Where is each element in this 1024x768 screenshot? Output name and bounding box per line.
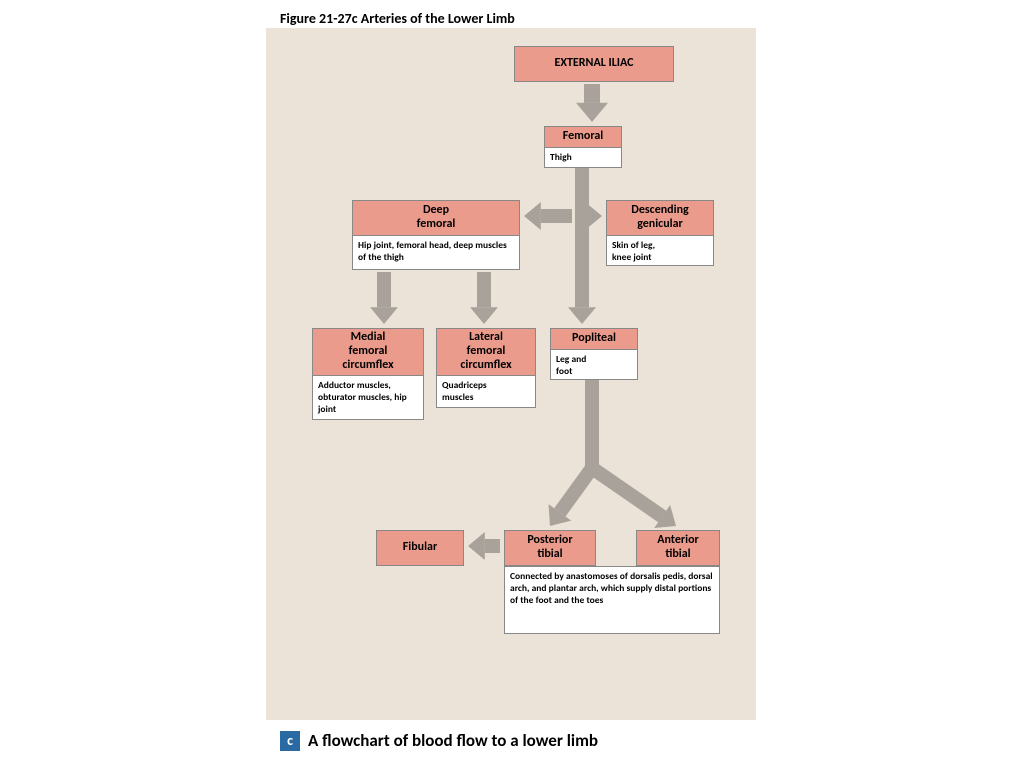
node-header: Femoral [544,126,622,148]
node-posterior_tibial: Posterior tibial [504,530,596,566]
node-body: Leg and foot [550,350,638,380]
node-descending_genicular: Descending genicularSkin of leg, knee jo… [606,200,714,266]
tibial-shared-body: Connected by anastomoses of dorsalis ped… [504,566,720,634]
node-body: Quadriceps muscles [436,376,536,408]
node-lateral_femoral_circumflex: Lateral femoral circumflexQuadriceps mus… [436,328,536,408]
node-header: Descending genicular [606,200,714,236]
node-header: Anterior tibial [636,530,720,566]
caption-text: A flowchart of blood flow to a lower lim… [308,730,598,751]
node-header: Lateral femoral circumflex [436,328,536,376]
node-header: Deep femoral [352,200,520,236]
node-header: EXTERNAL ILIAC [514,46,674,82]
caption-badge: c [280,731,300,751]
node-body: Hip joint, femoral head, deep muscles of… [352,236,520,270]
node-popliteal: PoplitealLeg and foot [550,328,638,380]
node-external_iliac: EXTERNAL ILIAC [514,46,674,82]
node-header: Fibular [376,530,464,566]
node-anterior_tibial: Anterior tibial [636,530,720,566]
node-body: Thigh [544,148,622,168]
node-header: Popliteal [550,328,638,350]
node-femoral: FemoralThigh [544,126,622,168]
node-body: Skin of leg, knee joint [606,236,714,266]
flowchart-canvas: EXTERNAL ILIAC FemoralThigh Deep femoralHi… [266,28,756,720]
node-header: Posterior tibial [504,530,596,566]
figure-title: Figure 21-27c Arteries of the Lower Limb [280,10,515,27]
node-body: Adductor muscles, obturator muscles, hip… [312,376,424,420]
node-medial_femoral_circumflex: Medial femoral circumflexAdductor muscle… [312,328,424,420]
caption-bar: c A flowchart of blood flow to a lower l… [280,730,598,751]
node-deep_femoral: Deep femoralHip joint, femoral head, dee… [352,200,520,270]
node-header: Medial femoral circumflex [312,328,424,376]
node-fibular: Fibular [376,530,464,566]
